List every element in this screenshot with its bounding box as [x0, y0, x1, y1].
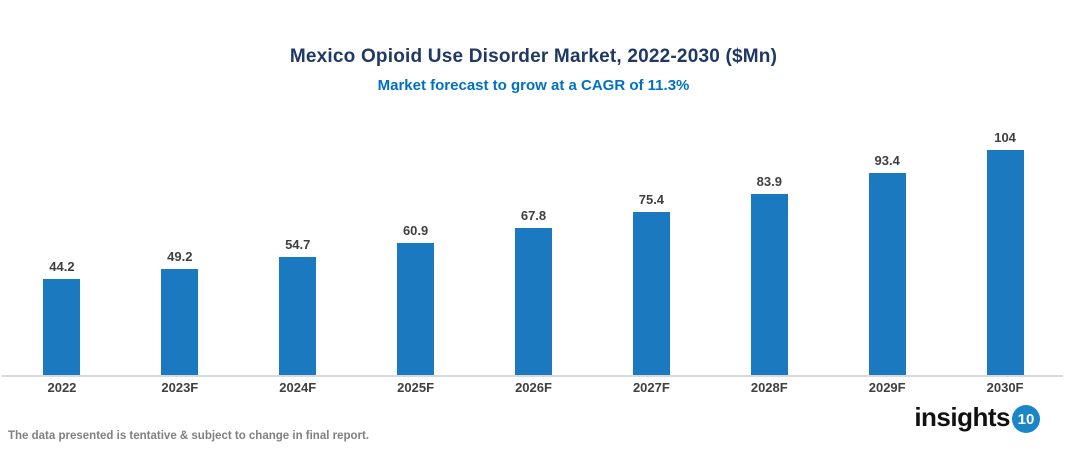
x-tick-label: 2024F — [279, 380, 317, 395]
bar-2023F — [161, 268, 199, 375]
bar-2026F — [515, 228, 552, 375]
bar-value-label: 54.7 — [285, 236, 311, 252]
logo-badge-10: 10 — [1012, 405, 1040, 433]
bar-slot: 104 — [946, 130, 1064, 375]
footnote: The data presented is tentative & subjec… — [8, 430, 370, 442]
logo-text: insights — [914, 402, 1010, 432]
x-tick-label: 2029F — [868, 380, 906, 395]
bar-value-label: 75.4 — [638, 191, 665, 207]
bar-slot: 49.2 — [121, 249, 239, 375]
bar-2022 — [43, 279, 81, 375]
x-tick-label: 2025F — [397, 380, 435, 395]
chart-title: Mexico Opioid Use Disorder Market, 2022-… — [289, 46, 778, 67]
x-tick-label: 2028F — [750, 380, 788, 395]
bar-2024F — [279, 256, 317, 375]
bar-value-label: 83.9 — [756, 173, 782, 189]
bar-slot: 83.9 — [710, 173, 828, 375]
bar-value-label: 44.2 — [49, 259, 75, 275]
bar-value-label: 104 — [994, 130, 1016, 145]
bar-2027F — [632, 211, 670, 375]
bar-slot: 75.4 — [592, 192, 710, 375]
bar-slot: 44.2 — [3, 259, 121, 375]
bar-value-label: 67.8 — [520, 208, 547, 224]
bar-value-label: 93.4 — [874, 152, 900, 168]
bar-slot: 67.8 — [475, 208, 593, 375]
x-tick-label: 2023F — [161, 380, 199, 395]
bar-slot: 60.9 — [357, 223, 475, 375]
bar-slot: 54.7 — [239, 237, 357, 375]
x-tick-label: 2027F — [632, 380, 670, 395]
x-tick-label: 2026F — [515, 380, 552, 395]
bars: 44.2 49.2 54.7 60.9 67.8 75.4 83.9 93.4 104 — [3, 130, 1064, 375]
bar-value-label: 60.9 — [402, 223, 429, 239]
x-axis-line — [2, 375, 1063, 377]
bar-2030F — [986, 150, 1024, 375]
x-tick-label: 2030F — [986, 380, 1024, 395]
chart-subtitle: Market forecast to grow at a CAGR of 11.… — [377, 77, 690, 94]
bar-slot: 93.4 — [828, 153, 946, 375]
insights10-logo: insights 10 — [914, 402, 1040, 433]
bar-2029F — [868, 172, 906, 375]
x-axis-labels: 2022 2023F 2024F 2025F 2026F 2027F 2028F 2029F 2… — [3, 380, 1064, 395]
x-tick-label: 2022 — [47, 380, 77, 395]
bar-value-label: 49.2 — [167, 248, 193, 264]
bar-2028F — [750, 193, 788, 375]
bar-2025F — [397, 243, 435, 375]
